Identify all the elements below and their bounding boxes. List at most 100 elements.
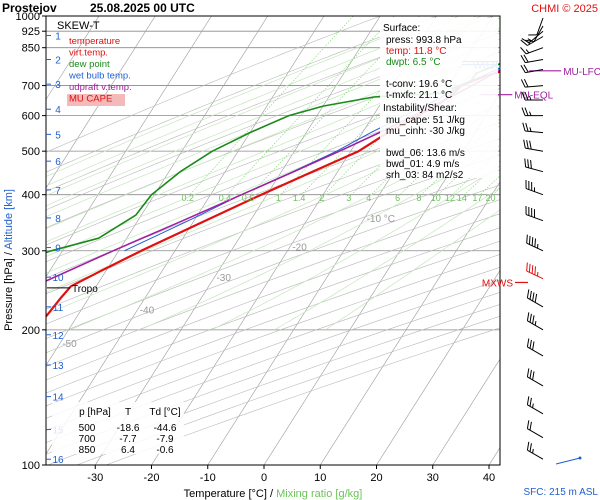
mixing-ratio-label: 17 (472, 193, 482, 203)
surface-altitude: SFC: 215 m ASL (524, 487, 599, 498)
wind-barb-full (529, 421, 532, 431)
wind-barb-full (522, 122, 526, 132)
altitude-tick-label: 14 (52, 393, 64, 404)
altitude-tick-label: 13 (52, 361, 64, 372)
wind-barb-half (529, 95, 532, 101)
wind-barb-full (526, 420, 530, 429)
wind-barb-full (529, 397, 532, 407)
isotherm-line (432, 358, 500, 465)
instability-row-0: mu_cape: 51 J/kg (386, 115, 465, 126)
moist-adiabat (46, 16, 437, 177)
wind-barb-full (529, 140, 532, 150)
x-tick-label: 20 (370, 472, 382, 484)
axes-layer: -30 -20 -10 0 10 20 30 401002003004005006007008… (3, 11, 495, 500)
dry-adiabat (46, 267, 500, 431)
table-header-0: p [hPa] (79, 407, 111, 418)
isotherm-label: -40 (140, 305, 155, 316)
series-line-temperature (46, 70, 500, 319)
wind-barb-full (520, 39, 528, 46)
table-cell: -44.6 (154, 423, 177, 434)
wind-barb-full (529, 443, 532, 452)
wind-barb-full (526, 338, 530, 347)
isotherm-line (263, 92, 500, 465)
wind-barb-full (528, 34, 537, 36)
moist-adiabat (325, 209, 500, 331)
x-tick-label: 0 (261, 472, 267, 484)
wind-barb-staff (525, 147, 544, 152)
wind-barb-half (525, 49, 530, 54)
wind-barb (521, 107, 543, 117)
pressure-tick-label: 600 (22, 111, 40, 123)
annotation-mxws: MXWS (482, 278, 513, 289)
surface-row-5: t-mxfc: 21.1 °C (386, 90, 452, 101)
wind-barb-full (528, 207, 530, 216)
table-cell: 500 (79, 423, 96, 434)
altitude-tick-label: 9 (55, 244, 61, 255)
mixing-ratio-label: 20 (486, 193, 496, 203)
wind-barb-full (528, 181, 530, 190)
instability-title: Instability/Shear: (383, 103, 457, 114)
altitude-tick-label: 2 (55, 56, 61, 67)
dry-adiabat (46, 254, 500, 419)
pressure-tick-label: 500 (22, 146, 40, 158)
isotherm-line (376, 269, 500, 465)
wind-barb-full (525, 122, 529, 132)
surface-row-1: temp: 11.8 °C (386, 46, 447, 57)
wind-barb-full (526, 312, 530, 321)
wind-barb-full (526, 234, 528, 244)
isotherm-label: -50 (62, 339, 77, 350)
surface-row-4: t-conv: 19.6 °C (386, 79, 452, 90)
dry-adiabat (46, 16, 437, 173)
mixing-ratio-line (301, 16, 476, 195)
surface-title: Surface: (383, 23, 420, 34)
wind-barb (526, 420, 544, 439)
x-tick-label: -20 (144, 472, 160, 484)
instability-row-3: bwd_06: 13.6 m/s (386, 148, 465, 159)
altitude-tick-label: 10 (52, 273, 64, 284)
pressure-tick-label: 700 (22, 81, 40, 93)
wind-barb (526, 262, 544, 280)
dry-adiabat (46, 88, 500, 263)
legend-item-5: MU CAPE (69, 94, 112, 105)
wind-barb-staff (533, 25, 544, 42)
wind-barb-half (534, 187, 536, 192)
wind-barb-staff (525, 59, 544, 64)
wind-barb-full (523, 64, 529, 73)
legend-item-2: dew point (69, 59, 110, 70)
wind-barb-full (534, 293, 538, 303)
isotherm-label: -10 °C (367, 214, 395, 225)
pressure-tick-label: 925 (22, 26, 40, 38)
station-name: Prostejov (2, 1, 57, 15)
wind-barb-full (527, 159, 530, 168)
mixing-ratio-label: 1.4 (293, 193, 306, 203)
wind-barb (525, 25, 544, 43)
x-tick-label: -10 (200, 472, 216, 484)
wind-barb-full (523, 78, 529, 88)
mixing-ratio-label: 8 (416, 193, 421, 203)
dry-adiabat (46, 279, 500, 443)
wind-barb (526, 312, 544, 331)
wind-barb (528, 17, 544, 36)
wind-barb-staff (536, 17, 544, 36)
table-header-1: T (125, 407, 131, 418)
sfc-wind-vector (555, 457, 581, 465)
wind-barb (526, 289, 544, 308)
table-cell: -18.6 (117, 423, 140, 434)
wind-barb (526, 396, 544, 415)
pressure-tick-label: 100 (22, 460, 40, 472)
dry-adiabat (46, 70, 500, 246)
wind-barb (520, 64, 544, 74)
wind-barb-full (532, 292, 535, 301)
dry-adiabat (46, 169, 500, 339)
x-axis-title-mixing: Mixing ratio [g/kg] (276, 488, 362, 500)
mixing-ratio-label: 2 (319, 193, 324, 203)
credit-text: CHMI © 2025 (531, 3, 598, 15)
mixing-ratio-label: 6 (395, 193, 400, 203)
wind-barb (525, 179, 544, 196)
wind-barb-staff (528, 30, 544, 44)
isotherm-line (46, 16, 156, 189)
wind-barb-staff (525, 166, 544, 173)
wind-barb (526, 368, 544, 387)
wind-barb-half (527, 38, 532, 42)
